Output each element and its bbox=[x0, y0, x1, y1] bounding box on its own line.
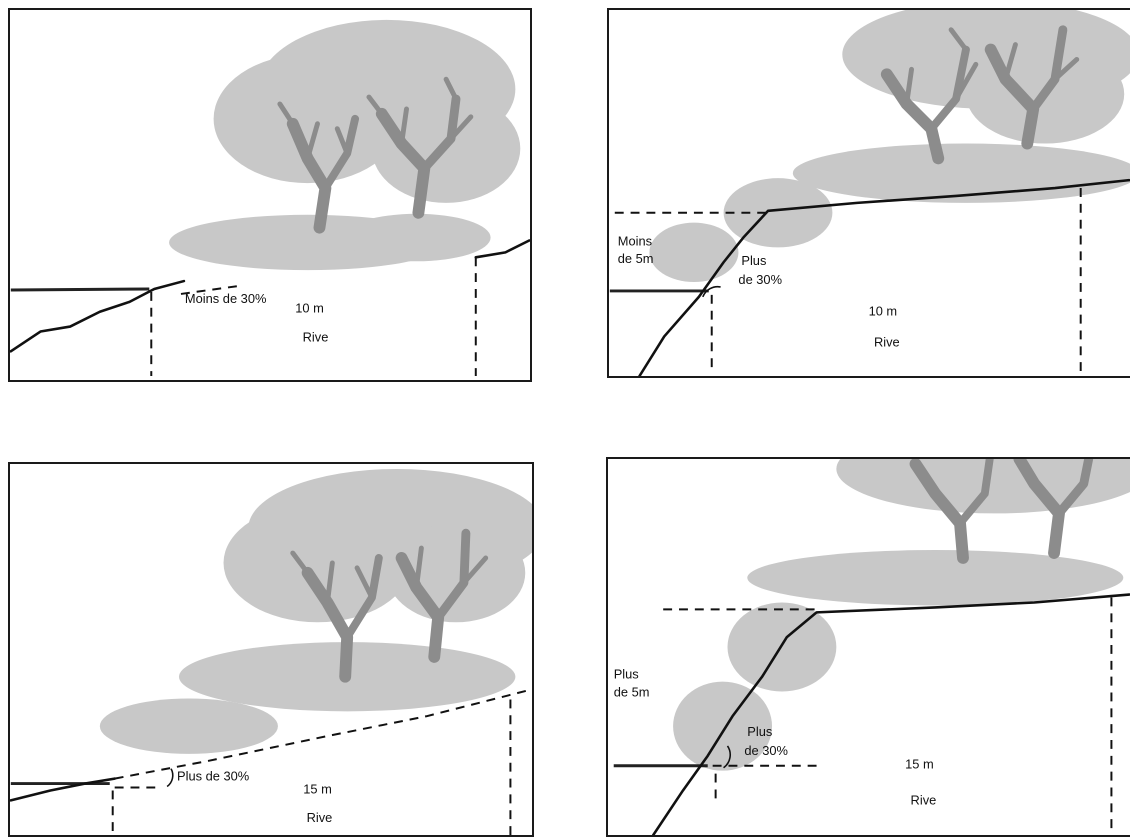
slope-indicator bbox=[180, 285, 239, 295]
slope-angle-arc bbox=[166, 768, 174, 788]
bank-slope-line bbox=[638, 178, 1130, 376]
width-label: 10 m bbox=[869, 304, 898, 319]
width-label: 15 m bbox=[905, 757, 934, 772]
bank-slope-line bbox=[10, 279, 186, 353]
slope-label-line1: Plus bbox=[747, 724, 772, 739]
slope-angle-arc bbox=[723, 745, 732, 769]
ground-line bbox=[474, 239, 530, 259]
diagram-panel-bottom-right: Plus de 5m Plus de 30% 15 m Rive bbox=[606, 457, 1130, 837]
riverbank-diagram-steep-high-bank: Plus de 5m Plus de 30% 15 m Rive bbox=[614, 459, 1130, 835]
slope-label-line1: Plus bbox=[741, 253, 766, 268]
diagram-panel-bottom-left: Plus de 30% 15 m Rive bbox=[8, 462, 534, 837]
riverbank-diagram-steep-slope: Plus de 30% 15 m Rive bbox=[10, 468, 532, 835]
riverbank-diagram-steep-low-bank: Moins de 5m Plus de 30% 10 m Rive bbox=[609, 10, 1130, 376]
slope-label: Moins de 30% bbox=[185, 291, 266, 306]
tree-icon bbox=[880, 25, 1080, 165]
zone-label: Rive bbox=[303, 329, 329, 344]
slope-label: Plus de 30% bbox=[177, 769, 249, 784]
height-label-line2: de 5m bbox=[618, 251, 654, 266]
height-label-line2: de 5m bbox=[614, 684, 650, 699]
zone-label: Rive bbox=[874, 334, 900, 349]
diagram-panel-top-right: Moins de 5m Plus de 30% 10 m Rive bbox=[607, 8, 1130, 378]
tree-icon bbox=[290, 528, 489, 683]
tree-icon bbox=[909, 459, 1094, 564]
diagram-panel-top-left: Moins de 30% 10 m Rive bbox=[8, 8, 532, 382]
zone-label: Rive bbox=[307, 810, 333, 825]
vegetation-canopy bbox=[99, 468, 532, 754]
water-level-line bbox=[10, 287, 150, 292]
slope-label-line2: de 30% bbox=[744, 743, 788, 758]
slope-angle-arc bbox=[702, 285, 721, 298]
slope-label-line2: de 30% bbox=[738, 272, 782, 287]
vegetation-canopy bbox=[169, 19, 521, 271]
height-label-line1: Moins bbox=[618, 233, 652, 248]
tree-icon bbox=[277, 76, 474, 234]
riverbank-diagram-gentle-slope: Moins de 30% 10 m Rive bbox=[10, 19, 530, 377]
bank-slope-line bbox=[10, 777, 116, 802]
height-label-line1: Plus bbox=[614, 667, 639, 682]
top-of-bank-line bbox=[114, 688, 532, 780]
width-label: 15 m bbox=[303, 781, 332, 796]
zone-label: Rive bbox=[911, 792, 937, 807]
width-label: 10 m bbox=[295, 301, 324, 316]
bank-slope-line bbox=[652, 593, 1130, 835]
